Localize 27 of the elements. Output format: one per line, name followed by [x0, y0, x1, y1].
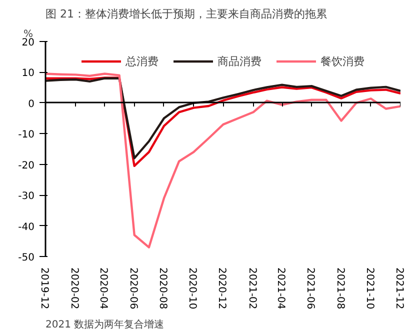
legend-label: 餐饮消费 [320, 54, 364, 68]
x-tick-label: 2021-04 [275, 268, 286, 310]
x-tick-label: 2020-06 [127, 268, 138, 310]
line-series [46, 72, 400, 248]
y-tick-label: -20 [18, 160, 35, 172]
x-tick-label: 2020-04 [98, 268, 109, 310]
legend-label: 商品消费 [218, 54, 262, 68]
x-tick-label: 2021-06 [304, 268, 316, 310]
x-tick-label: 2021-10 [364, 268, 375, 310]
x-tick-label: 2020-10 [186, 268, 198, 310]
y-tick-label: -10 [18, 130, 35, 141]
x-tick-label: 2020-02 [68, 268, 80, 310]
x-tick-label: 2021-12 [394, 268, 404, 310]
x-tick-label: 2019-12 [38, 268, 50, 310]
y-tick-label: -40 [18, 222, 35, 233]
y-tick-label: -50 [18, 252, 35, 264]
x-tick-label: 2021-08 [334, 268, 346, 310]
x-tick-label: 2020-12 [216, 268, 228, 310]
y-tick-label: 0 [28, 98, 35, 110]
chart-title: 图 21：整体消费增长低于预期，主要来自商品消费的拖累 [46, 8, 327, 20]
y-tick-label: 20 [22, 38, 35, 48]
legend-label: 总消费 [126, 54, 158, 68]
y-tick-label: -30 [18, 191, 35, 202]
x-tick-label: 2021-02 [246, 268, 258, 310]
text: 2021 数据为两年复合增速 [46, 318, 164, 330]
y-tick-label: 10 [22, 68, 35, 80]
x-tick-label: 2020-08 [156, 268, 168, 310]
